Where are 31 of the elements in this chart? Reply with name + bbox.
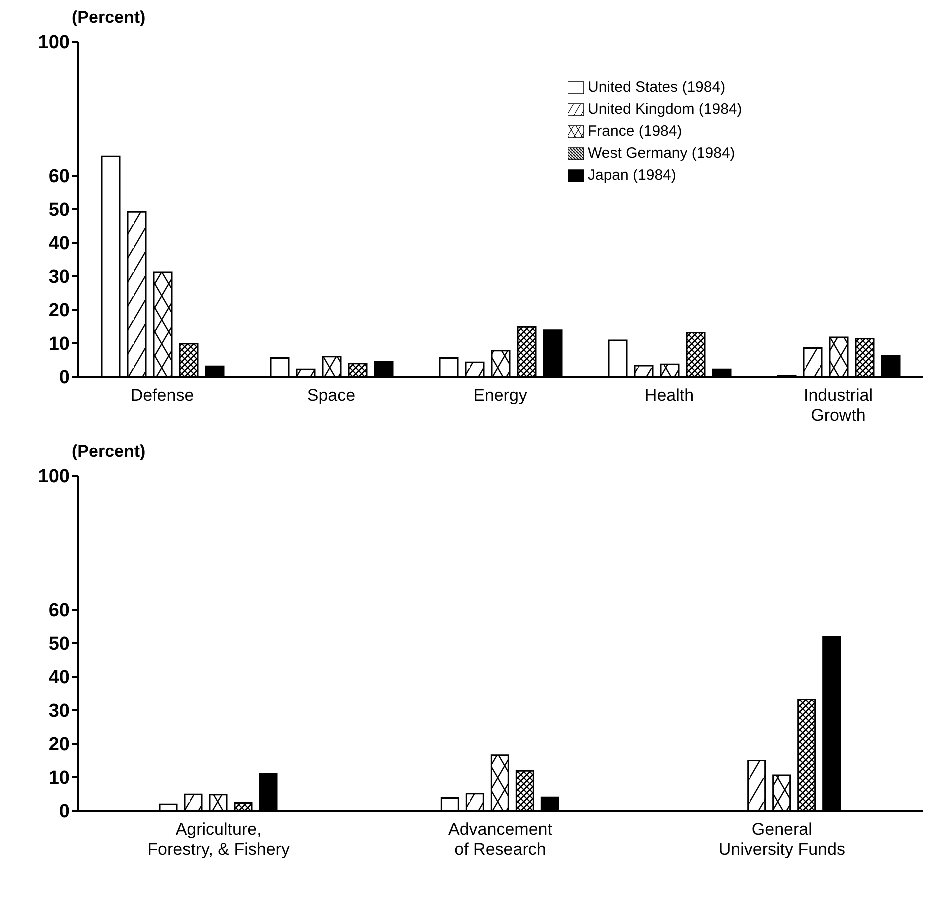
y-axis-title: (Percent) [72, 8, 147, 29]
legend-label: United Kingdom (1984) [588, 101, 742, 118]
y-tick-label: 40 [48, 234, 70, 255]
y-axis-title: (Percent) [72, 442, 147, 463]
y-tick-label: 60 [48, 600, 70, 622]
y-tick-label: 30 [48, 701, 70, 722]
x-tick-label: Defense [130, 386, 194, 405]
x-tick-label: Energy [474, 386, 528, 405]
x-tick-label: Agriculture, Forestry, & Fishery [148, 820, 290, 859]
y-tick-label: 100 [38, 32, 70, 54]
x-tick-label: Health [644, 386, 694, 405]
legend-label: France (1984) [588, 123, 682, 140]
y-tick-label: 40 [48, 668, 70, 689]
y-tick-label: 100 [38, 466, 70, 488]
legend-label: Japan (1984) [588, 167, 676, 184]
x-tick-label: Industrial Growth [804, 386, 873, 425]
y-tick-label: 10 [48, 768, 70, 790]
y-tick-label: 20 [48, 300, 70, 322]
legend-label: West Germany (1984) [588, 145, 736, 162]
x-tick-label: Advancement of Research [448, 820, 553, 859]
x-tick-label: Space [307, 386, 356, 405]
legend-label: United States (1984) [588, 79, 726, 96]
y-tick-label: 0 [59, 368, 70, 389]
y-tick-label: 50 [48, 200, 70, 222]
y-tick-label: 30 [48, 267, 70, 288]
y-tick-label: 0 [59, 802, 70, 823]
y-tick-label: 20 [48, 734, 70, 756]
y-tick-label: 60 [48, 166, 70, 188]
x-tick-label: General University Funds [718, 820, 846, 859]
y-tick-label: 10 [48, 334, 70, 356]
y-tick-label: 50 [48, 634, 70, 656]
